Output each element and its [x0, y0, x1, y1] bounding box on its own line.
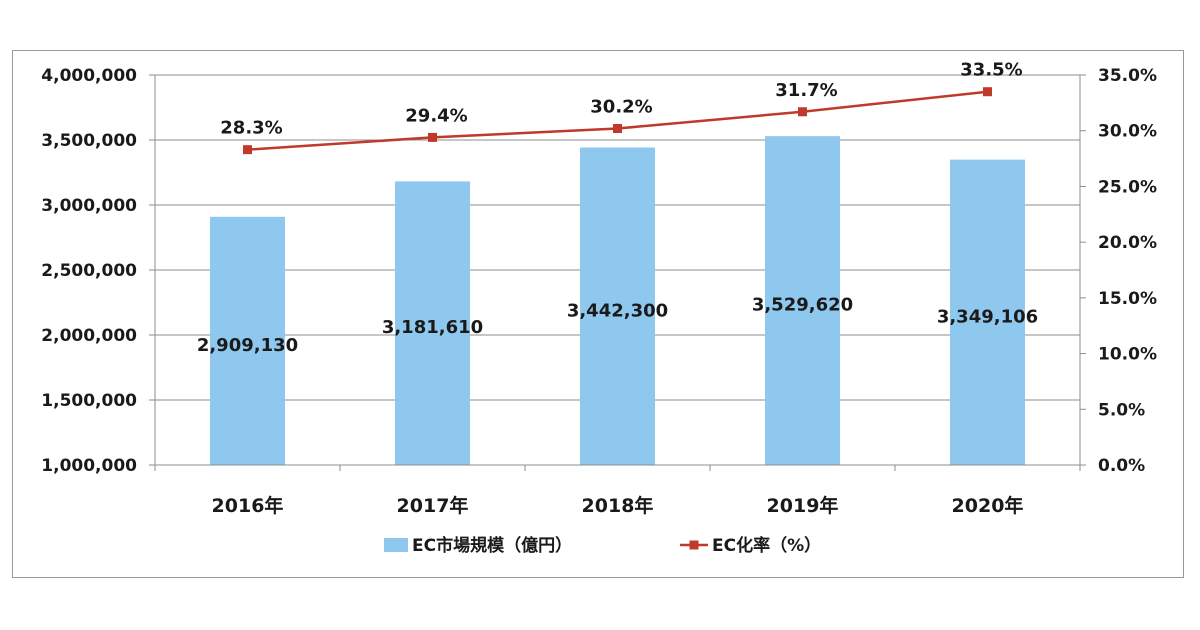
left-axis-tick-label: 2,500,000: [41, 261, 137, 281]
bar-2017年: [395, 181, 470, 466]
bar-2016年: [210, 216, 285, 465]
bar-value-label: 3,181,610: [382, 317, 483, 338]
left-axis-tick-label: 1,000,000: [41, 456, 137, 476]
bar-value-label: 3,442,300: [567, 300, 668, 321]
ec-rate-marker: [613, 123, 622, 133]
right-axis-tick-label: 5.0%: [1098, 400, 1145, 420]
left-axis-tick-label: 3,500,000: [41, 131, 137, 151]
bar-value-label: 2,909,130: [197, 335, 298, 356]
rate-value-label: 33.5%: [960, 60, 1022, 81]
ec-rate-marker: [243, 145, 252, 155]
right-axis-tick-label: 25.0%: [1098, 177, 1157, 197]
rate-value-label: 29.4%: [405, 105, 467, 126]
rate-value-label: 28.3%: [220, 118, 282, 139]
category-label: 2016年: [212, 494, 284, 517]
rate-value-label: 31.7%: [775, 80, 837, 101]
rate-value-label: 30.2%: [590, 96, 652, 117]
left-axis-tick-label: 2,000,000: [41, 326, 137, 346]
left-axis-tick-label: 3,000,000: [41, 196, 137, 216]
right-axis-tick-label: 35.0%: [1098, 66, 1157, 86]
bar-value-label: 3,529,620: [752, 295, 853, 316]
ec-rate-marker: [983, 87, 992, 97]
right-axis-tick-label: 15.0%: [1098, 289, 1157, 309]
right-axis-tick-label: 20.0%: [1098, 233, 1157, 253]
right-axis-tick-label: 0.0%: [1098, 456, 1145, 476]
left-axis-tick-label: 1,500,000: [41, 391, 137, 411]
bar-2019年: [765, 136, 840, 465]
category-label: 2017年: [397, 494, 469, 517]
bar-value-label: 3,349,106: [937, 306, 1038, 327]
line-series: [243, 87, 992, 155]
right-axis-tick-label: 30.0%: [1098, 122, 1157, 142]
right-axis-tick-label: 10.0%: [1098, 345, 1157, 365]
gridlines: [155, 74, 1080, 401]
category-label: 2018年: [582, 494, 654, 517]
legend: EC市場規模（億円） EC化率（%）: [384, 535, 821, 556]
bar-series: [210, 136, 1025, 466]
category-label: 2020年: [952, 494, 1024, 517]
axes: 1,000,000 1,500,000 2,000,000 2,500,000 3,00…: [41, 66, 1157, 517]
ec-rate-marker: [428, 132, 437, 142]
ec-rate-marker: [798, 107, 807, 117]
legend-line-label: EC化率（%）: [712, 535, 821, 556]
left-axis-tick-label: 4,000,000: [41, 66, 137, 86]
bar-2018年: [580, 147, 655, 465]
data-labels: 2,909,130 3,181,610 3,442,300 3,529,620 3,34…: [197, 60, 1038, 356]
bar-2020年: [950, 159, 1025, 466]
category-label: 2019年: [767, 494, 839, 517]
legend-bar-label: EC市場規模（億円）: [412, 535, 572, 556]
legend-bar-swatch: [384, 538, 408, 552]
legend-line-marker: [689, 540, 699, 550]
